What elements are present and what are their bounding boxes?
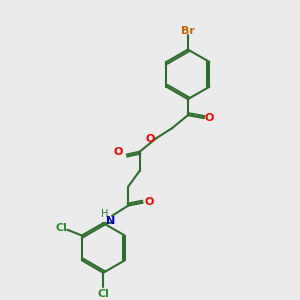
Text: Cl: Cl bbox=[98, 289, 109, 299]
Text: H: H bbox=[100, 209, 108, 219]
Text: O: O bbox=[113, 147, 123, 157]
Text: O: O bbox=[145, 134, 155, 143]
Text: Br: Br bbox=[181, 26, 195, 36]
Text: Cl: Cl bbox=[56, 223, 68, 233]
Text: N: N bbox=[106, 216, 115, 226]
Text: O: O bbox=[205, 113, 214, 123]
Text: O: O bbox=[144, 197, 154, 207]
